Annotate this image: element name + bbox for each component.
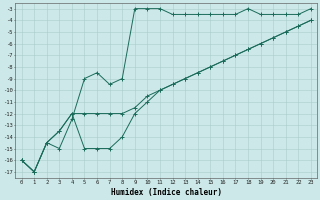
X-axis label: Humidex (Indice chaleur): Humidex (Indice chaleur)	[111, 188, 222, 197]
